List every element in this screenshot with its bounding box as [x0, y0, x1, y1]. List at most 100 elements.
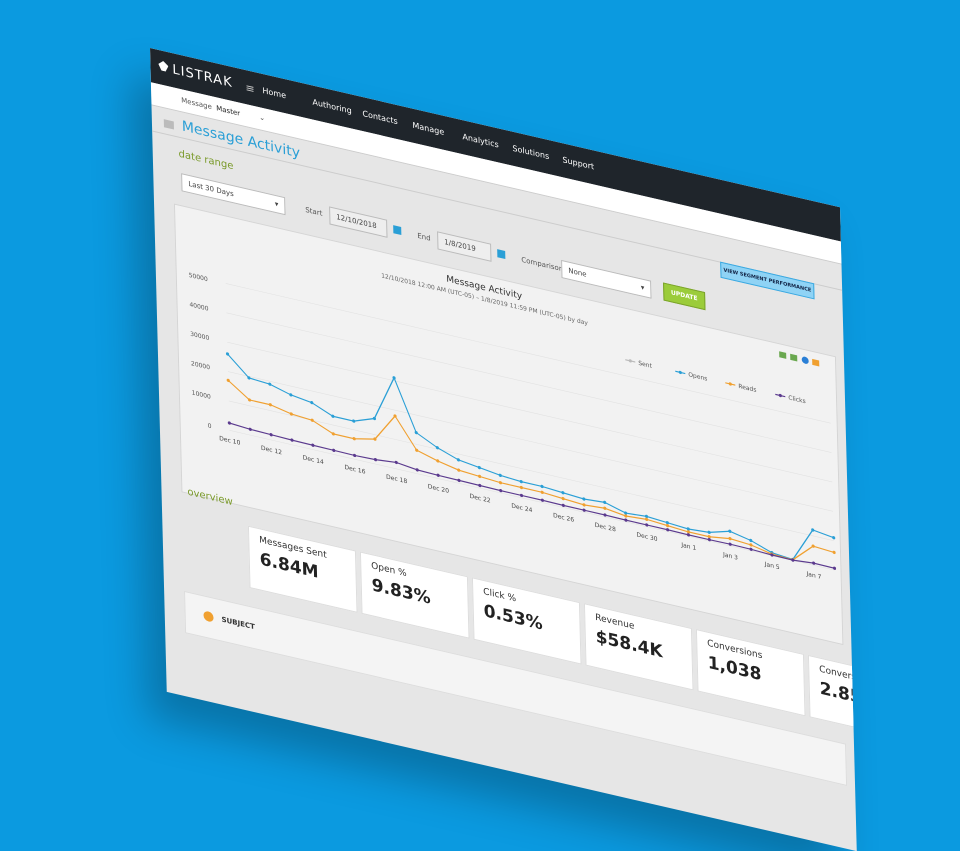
data-point — [457, 478, 461, 483]
data-point — [665, 528, 670, 532]
data-point — [624, 511, 628, 515]
metric-card: Conversion %2.85% — [807, 654, 857, 743]
data-point — [519, 479, 523, 484]
legend-dot — [678, 370, 682, 375]
data-point — [499, 488, 503, 493]
legend-dot — [728, 382, 732, 386]
data-point — [812, 561, 816, 565]
data-point — [707, 530, 711, 534]
x-tick-label: Dec 16 — [344, 464, 365, 476]
data-point — [582, 503, 586, 507]
data-point — [373, 458, 378, 462]
data-point — [624, 518, 628, 522]
data-point — [435, 446, 439, 450]
data-point — [414, 430, 418, 435]
data-point — [332, 448, 336, 452]
data-point — [331, 414, 335, 418]
x-tick-label: Jan 1 — [680, 541, 696, 552]
page: LISTRAK ≡ Home Authoring Contacts Manage Ana… — [150, 48, 857, 851]
data-point — [582, 508, 586, 512]
data-point — [310, 400, 314, 405]
series-line — [227, 353, 834, 561]
metric-value: 2.85% — [819, 678, 857, 713]
export-icon — [812, 358, 820, 367]
data-point — [728, 536, 732, 541]
data-point — [603, 500, 607, 505]
data-point — [749, 538, 753, 543]
data-point — [832, 550, 836, 555]
data-point — [352, 437, 356, 441]
chart: Message Activity 12/10/2018 12:00 AM (UT… — [189, 272, 837, 581]
data-point — [644, 517, 649, 521]
data-point — [352, 419, 356, 423]
data-point — [268, 382, 272, 386]
grid-line — [226, 312, 832, 453]
data-point — [372, 416, 376, 421]
data-point — [415, 448, 419, 452]
data-point — [519, 493, 524, 498]
data-point — [561, 496, 565, 501]
grid-line — [227, 371, 834, 512]
data-point — [561, 503, 565, 508]
x-tick-label: Dec 18 — [386, 474, 407, 486]
x-tick-label: Dec 22 — [470, 493, 491, 505]
legend-dot — [778, 393, 782, 398]
y-tick-label: 50000 — [189, 272, 208, 283]
data-point — [686, 527, 690, 531]
data-point — [269, 433, 273, 437]
data-point — [457, 468, 461, 472]
data-point — [456, 458, 461, 462]
metric-card: Conversions 1,038 — [695, 629, 806, 717]
data-point — [394, 460, 398, 465]
metric-card: Open % 9.83% — [359, 551, 470, 639]
legend-label: Opens — [688, 371, 707, 382]
data-point — [225, 352, 230, 356]
data-point — [478, 483, 482, 488]
grid-line — [228, 400, 834, 541]
data-point — [227, 421, 231, 425]
x-tick-label: Dec 28 — [595, 522, 616, 534]
data-point — [519, 485, 523, 490]
expand-icon[interactable] — [203, 610, 214, 623]
app-window: LISTRAK ≡ Home Authoring Contacts Manage Ana… — [150, 48, 857, 851]
data-point — [311, 443, 315, 447]
data-point — [498, 473, 502, 477]
subject-label: SUBJECT — [221, 615, 255, 632]
data-point — [561, 491, 565, 495]
y-tick-label: 10000 — [192, 389, 211, 400]
data-point — [477, 465, 481, 470]
data-point — [707, 538, 711, 542]
data-point — [290, 438, 294, 442]
grid-line — [225, 283, 831, 424]
data-point — [289, 393, 293, 397]
metric-card: Revenue $58.4K — [583, 603, 694, 691]
data-point — [268, 403, 272, 407]
data-point — [393, 414, 397, 418]
series-line — [229, 422, 835, 569]
data-point — [749, 547, 753, 551]
data-point — [603, 506, 607, 510]
x-tick-label: Dec 24 — [511, 502, 532, 514]
data-point — [331, 432, 335, 436]
data-point — [686, 530, 690, 534]
x-tick-label: Dec 20 — [428, 483, 449, 495]
data-point — [540, 484, 544, 489]
data-point — [540, 498, 545, 502]
data-point — [477, 474, 482, 479]
data-point — [832, 536, 836, 540]
data-point — [582, 497, 586, 501]
data-point — [665, 523, 670, 528]
data-point — [248, 427, 252, 431]
x-tick-label: Dec 12 — [261, 445, 282, 457]
data-point — [811, 528, 815, 532]
data-point — [749, 543, 753, 547]
data-point — [415, 468, 419, 472]
download-icon — [790, 353, 798, 362]
data-point — [289, 412, 293, 416]
legend-label: Clicks — [788, 394, 806, 405]
y-tick-label: 0 — [208, 422, 212, 430]
grid-line — [227, 341, 833, 483]
data-point — [247, 398, 252, 402]
info-icon — [801, 356, 809, 364]
y-tick-label: 30000 — [190, 331, 209, 342]
